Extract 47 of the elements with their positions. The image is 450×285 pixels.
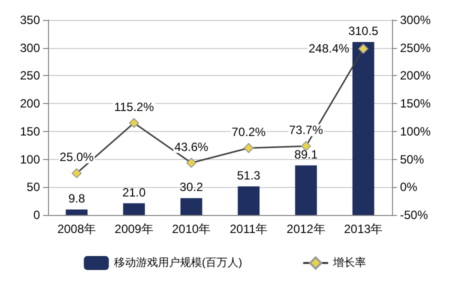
y2-tick-label: -50% bbox=[400, 208, 428, 222]
y-tick-label: 100 bbox=[20, 152, 40, 166]
x-tick-label: 2012年 bbox=[286, 222, 326, 236]
data-label: 21.0 bbox=[122, 185, 146, 200]
point bbox=[358, 44, 368, 54]
y-tick-label: 0 bbox=[33, 208, 40, 222]
data-label: 25.0% bbox=[60, 150, 94, 164]
legend-label: 增长率 bbox=[332, 256, 366, 269]
y2-tick-label: 150% bbox=[400, 96, 432, 111]
bar bbox=[295, 165, 317, 215]
y-tick-label: 250 bbox=[20, 68, 40, 83]
bar bbox=[352, 42, 374, 215]
bar bbox=[180, 198, 202, 215]
data-label: 115.2% bbox=[114, 100, 154, 114]
y-tick-label: 50 bbox=[26, 180, 40, 194]
y2-tick-label: 300% bbox=[400, 13, 432, 27]
legend-label: 移动游戏用户规模(百万人) bbox=[114, 256, 242, 269]
data-label: 73.7% bbox=[288, 123, 324, 138]
data-label: 43.6% bbox=[174, 140, 209, 154]
y2-tick-label: 50% bbox=[400, 152, 424, 166]
point bbox=[129, 118, 139, 128]
point bbox=[244, 143, 254, 154]
x-tick-label: 2010年 bbox=[172, 222, 211, 236]
data-label: 30.2 bbox=[180, 180, 204, 194]
y2-tick-label: 200% bbox=[400, 68, 432, 83]
x-tick-label: 2011年 bbox=[230, 222, 268, 236]
bar bbox=[66, 210, 88, 215]
y2-tick-label: 100% bbox=[400, 124, 432, 138]
y-tick-label: 200 bbox=[20, 96, 40, 111]
x-tick-label: 2008年 bbox=[57, 222, 96, 236]
point bbox=[72, 168, 82, 178]
data-label: 51.3 bbox=[236, 168, 261, 182]
y-tick-label: 350 bbox=[20, 13, 40, 27]
y2-tick-label: 0% bbox=[400, 180, 418, 194]
x-tick-label: 2009年 bbox=[114, 222, 154, 236]
bar bbox=[238, 186, 260, 215]
y-tick-label: 300 bbox=[20, 40, 40, 55]
y2-tick-label: 250% bbox=[400, 40, 432, 55]
data-label: 310.5 bbox=[348, 24, 379, 38]
data-label: 9.8 bbox=[68, 192, 86, 206]
bar bbox=[123, 203, 145, 215]
point bbox=[186, 158, 196, 168]
x-tick-label: 2013年 bbox=[344, 222, 383, 236]
y-tick-label: 150 bbox=[20, 124, 40, 138]
data-label: 70.2% bbox=[232, 125, 266, 140]
data-label: 248.4% bbox=[308, 42, 350, 56]
data-label: 89.1 bbox=[294, 147, 318, 162]
